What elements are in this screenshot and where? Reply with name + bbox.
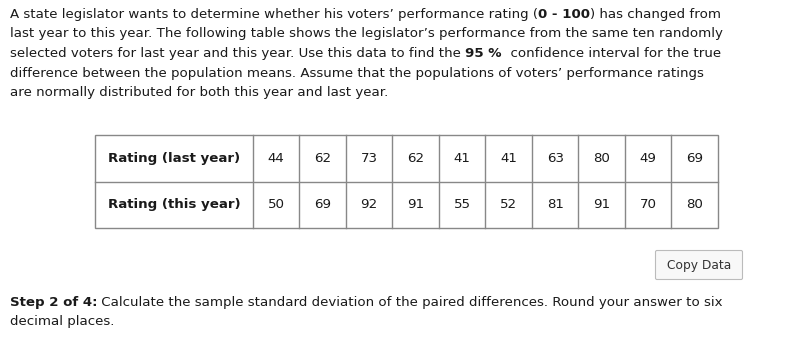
Text: Calculate the sample standard deviation of the paired differences. Round your an: Calculate the sample standard deviation …: [98, 296, 723, 309]
Text: 49: 49: [640, 152, 656, 165]
FancyBboxPatch shape: [656, 251, 742, 280]
Text: 91: 91: [593, 198, 611, 211]
Text: A state legislator wants to determine whether his voters’ performance rating (: A state legislator wants to determine wh…: [10, 8, 538, 21]
Text: 41: 41: [454, 152, 470, 165]
Text: Rating (last year): Rating (last year): [108, 152, 240, 165]
Text: 80: 80: [593, 152, 610, 165]
Text: Copy Data: Copy Data: [667, 259, 731, 272]
Text: 62: 62: [407, 152, 424, 165]
Text: 95 %: 95 %: [465, 47, 502, 60]
Text: 81: 81: [547, 198, 563, 211]
Text: 0 - 100: 0 - 100: [538, 8, 590, 21]
Text: 55: 55: [454, 198, 470, 211]
Text: are normally distributed for both this year and last year.: are normally distributed for both this y…: [10, 86, 388, 99]
Text: 91: 91: [407, 198, 424, 211]
Text: 41: 41: [500, 152, 517, 165]
Text: ) has changed from: ) has changed from: [590, 8, 721, 21]
Text: 73: 73: [361, 152, 377, 165]
Text: selected voters for last year and this year. Use this data to find the: selected voters for last year and this y…: [10, 47, 465, 60]
Bar: [95, 135, 718, 228]
Text: 70: 70: [640, 198, 656, 211]
Text: decimal places.: decimal places.: [10, 315, 114, 329]
Text: 52: 52: [500, 198, 517, 211]
Text: 44: 44: [268, 152, 284, 165]
Text: difference between the population means. Assume that the populations of voters’ : difference between the population means.…: [10, 66, 704, 79]
Text: Rating (this year): Rating (this year): [108, 198, 240, 211]
Text: 69: 69: [686, 152, 704, 165]
Text: 62: 62: [314, 152, 331, 165]
Text: confidence interval for the true: confidence interval for the true: [502, 47, 721, 60]
Text: 50: 50: [268, 198, 284, 211]
Text: last year to this year. The following table shows the legislator’s performance f: last year to this year. The following ta…: [10, 28, 723, 41]
Text: 69: 69: [314, 198, 331, 211]
Text: Step 2 of 4:: Step 2 of 4:: [10, 296, 98, 309]
Text: 92: 92: [361, 198, 378, 211]
Text: 63: 63: [547, 152, 563, 165]
Text: 80: 80: [686, 198, 703, 211]
